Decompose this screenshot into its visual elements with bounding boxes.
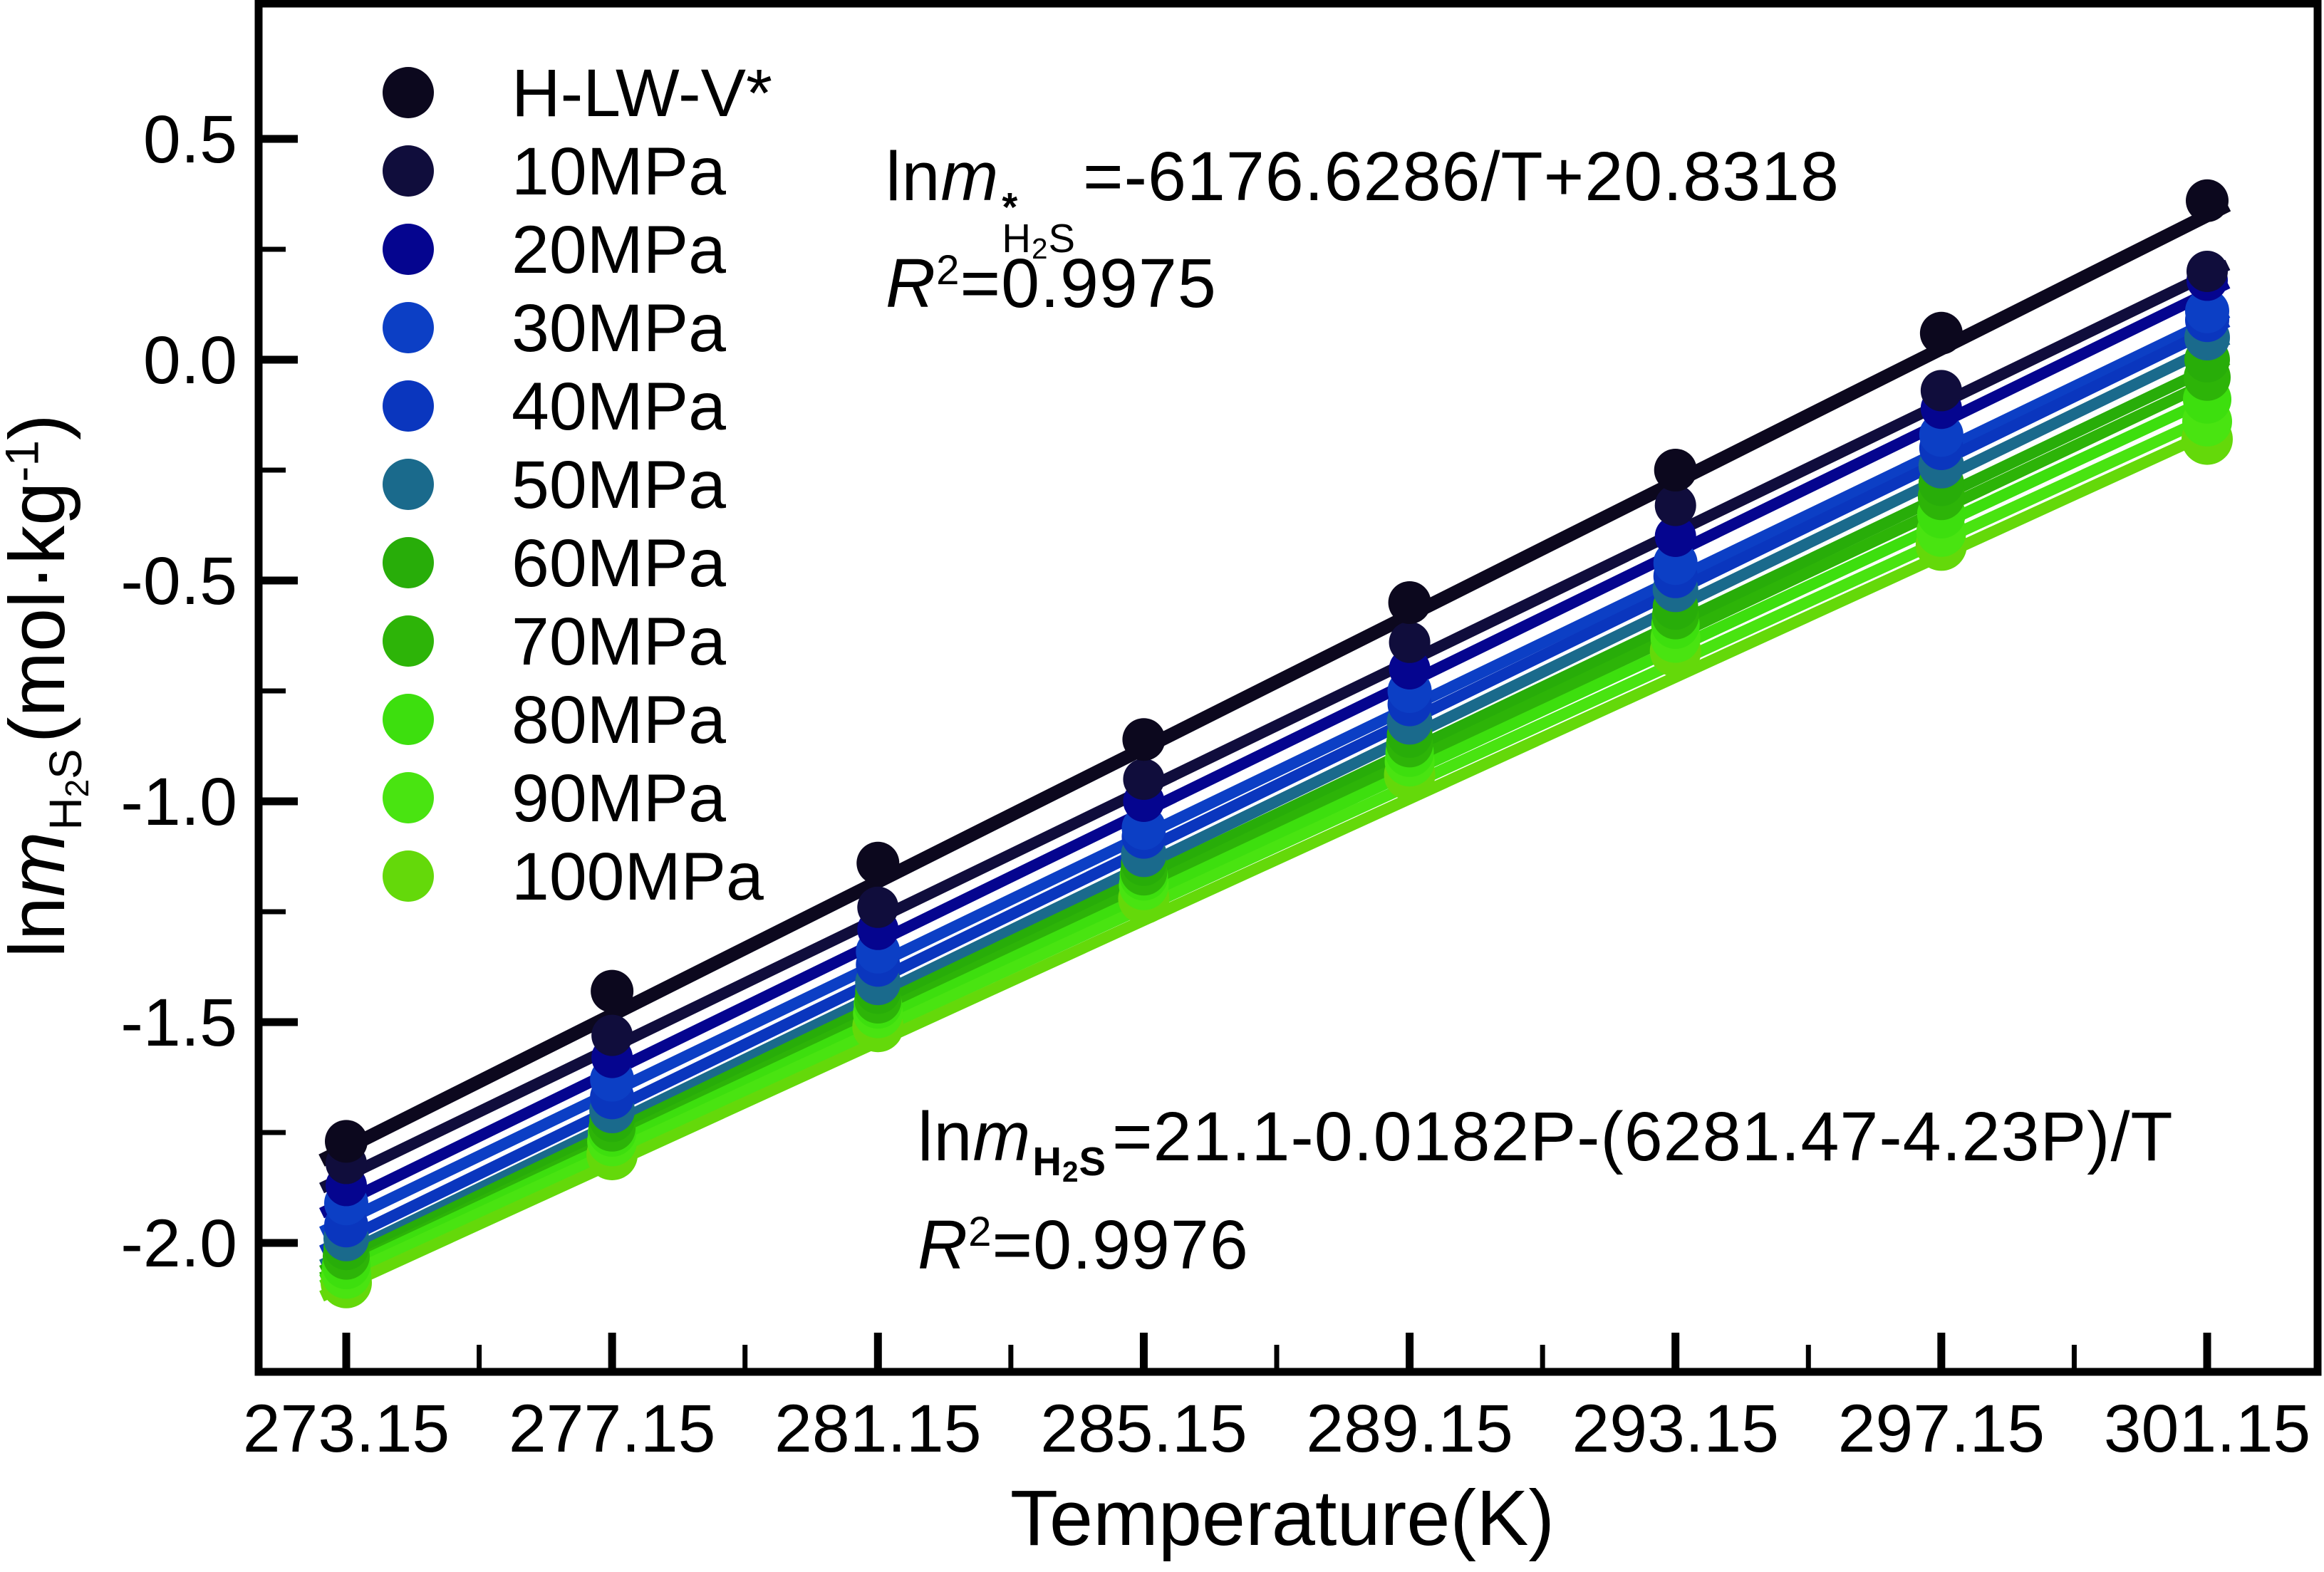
y-axis-title: lnmH2S(mol·kg-1) [0,414,96,958]
legend-marker-10MPa [383,145,434,197]
legend-label-20MPa: 20MPa [512,212,726,288]
legend-marker-50MPa [383,459,434,510]
asterisk-superscript: * [1002,184,1019,230]
data-point-20MPa [1654,516,1696,557]
data-point-H-LW-V* [591,969,634,1013]
fit-line-80MPa [319,385,2231,1286]
legend-marker-70MPa [383,615,434,667]
legend-label-40MPa: 40MPa [512,369,726,444]
data-point-H-LW-V* [1919,311,1963,355]
legend-marker-30MPa [383,302,434,353]
legend-marker-40MPa [383,380,434,432]
legend-label-H-LW-V*: H-LW-V* [512,56,772,131]
x-tick-label: 293.15 [1572,1391,1779,1467]
r-squared-hydrate: R2=0.9975 [886,244,1217,323]
data-point-10MPa [1920,370,1962,412]
eq-rhs: =-6176.6286/T+20.8318 [1083,137,1840,215]
eq-ln: ln [918,1098,973,1175]
data-point-10MPa [2186,251,2228,292]
legend-label-50MPa: 50MPa [512,447,726,523]
fit-line-H-LW-V* [318,199,2231,1167]
fit-line-90MPa [319,403,2231,1291]
x-tick-label: 277.15 [509,1391,716,1467]
x-tick-label: 285.15 [1040,1391,1247,1467]
x-tick-label: 301.15 [2104,1391,2311,1467]
fit-line-10MPa [318,259,2231,1194]
fit-equation-hydrate: lnm * H2S =-6176.6286/T+20.8318 [886,137,1840,266]
r-value: =0.9976 [992,1206,1249,1284]
legend-marker-20MPa [383,224,434,275]
legend-marker-H-LW-V* [383,67,434,118]
eq-m-symbol: m [940,137,1000,215]
legend-label-60MPa: 60MPa [512,526,726,601]
legend-label-30MPa: 30MPa [512,291,726,366]
data-point-10MPa [1389,621,1431,663]
h2s-subscript: H2S [1002,216,1076,266]
legend-marker-100MPa [383,850,434,902]
h2s-subscript: H2S [40,749,96,831]
x-axis-title: Temperature(K) [1010,1474,1555,1562]
squared-superscript: 2 [936,247,960,293]
y-tick-label: -1.5 [120,985,237,1061]
fit-line-50MPa [318,334,2231,1271]
legend-label-80MPa: 80MPa [512,682,726,758]
fit-line-40MPa [318,316,2231,1256]
eq-m-symbol: m [972,1098,1032,1175]
h2s-subscript: H2S [1032,1139,1106,1189]
data-point-10MPa [1123,759,1165,800]
data-point-10MPa [1654,484,1696,526]
data-point-H-LW-V* [2185,179,2229,222]
data-point-H-LW-V* [325,1120,368,1163]
data-point-10MPa [857,886,899,928]
fit-line-30MPa [319,307,2231,1237]
r-value: =0.9975 [960,244,1217,322]
data-point-H-LW-V* [1122,718,1166,761]
legend-marker-60MPa [383,537,434,588]
data-point-H-LW-V* [1654,449,1697,491]
y-tick-label: 0.5 [143,102,237,177]
eq-ln: ln [886,137,941,215]
fit-line-20MPa [318,278,2231,1219]
legend-marker-90MPa [383,772,434,823]
fit-equation-pressure: lnmH2S=21.1-0.0182P-(6281.47-4.23P)/T [918,1097,2174,1189]
r-symbol: R [886,244,937,322]
squared-superscript: 2 [968,1209,992,1255]
y-tick-label: -0.5 [120,543,237,619]
plot-frame [254,0,2322,1376]
eq-supsub: * H2S [1002,184,1076,266]
x-tick-label: 297.15 [1838,1391,2045,1467]
legend-marker-80MPa [383,694,434,745]
data-point-H-LW-V* [856,841,900,885]
data-point-30MPa [2184,288,2229,333]
data-point-10MPa [591,1014,633,1056]
y-tick-label: 0.0 [143,323,237,398]
r-squared-pressure: R2=0.9976 [918,1205,1249,1285]
y-tick-label: -1.0 [120,764,237,840]
legend-label-70MPa: 70MPa [512,604,726,680]
fit-line-60MPa [319,354,2231,1276]
eq-rhs: =21.1-0.0182P-(6281.47-4.23P)/T [1112,1098,2174,1175]
x-tick-label: 273.15 [243,1391,450,1467]
r-symbol: R [918,1206,969,1284]
x-tick-label: 289.15 [1306,1391,1513,1467]
legend-label-90MPa: 90MPa [512,761,726,836]
y-tick-label: -2.0 [120,1206,237,1281]
data-point-H-LW-V* [1388,581,1431,624]
legend-label-10MPa: 10MPa [512,134,726,209]
x-tick-label: 281.15 [774,1391,982,1467]
legend-label-100MPa: 100MPa [512,839,764,915]
fit-line-100MPa [319,419,2231,1302]
